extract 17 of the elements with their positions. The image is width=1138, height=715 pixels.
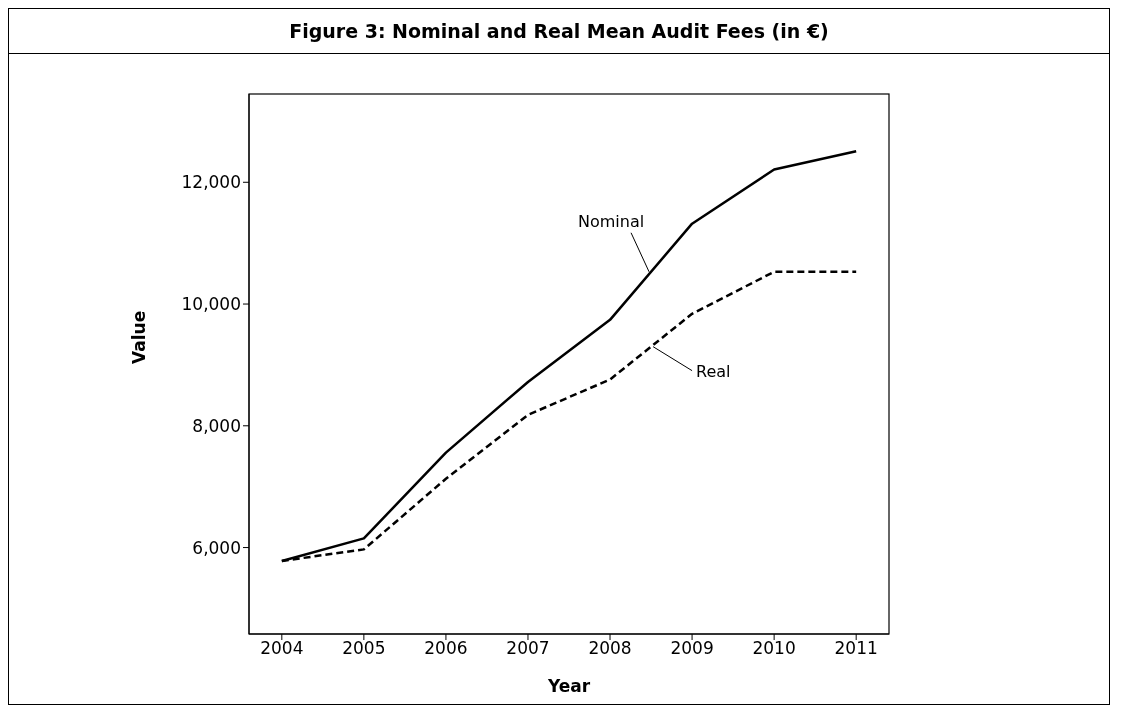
- x-tick-label: 2008: [588, 638, 632, 659]
- x-tick-label: 2010: [752, 638, 796, 659]
- y-tick-label: 10,000: [181, 294, 241, 315]
- x-tick-label: 2006: [424, 638, 468, 659]
- y-axis-title: Value: [129, 310, 150, 364]
- x-tick-label: 2011: [834, 638, 878, 659]
- series-label: Nominal: [577, 211, 645, 231]
- text: Real: [696, 361, 731, 381]
- y-tick-label: 8,000: [192, 415, 241, 436]
- chart-title: Figure 3: Nominal and Real Mean Audit Fees (in €): [9, 9, 1109, 54]
- x-axis-title: Year: [546, 676, 591, 696]
- x-tick-label: 2009: [670, 638, 714, 659]
- x-tick-label: 2004: [260, 638, 304, 659]
- x-tick-label: 2005: [342, 638, 386, 659]
- x-tick-label: 2007: [506, 638, 550, 659]
- y-tick-label: 12,000: [181, 172, 241, 193]
- y-tick-label: 6,000: [192, 537, 241, 558]
